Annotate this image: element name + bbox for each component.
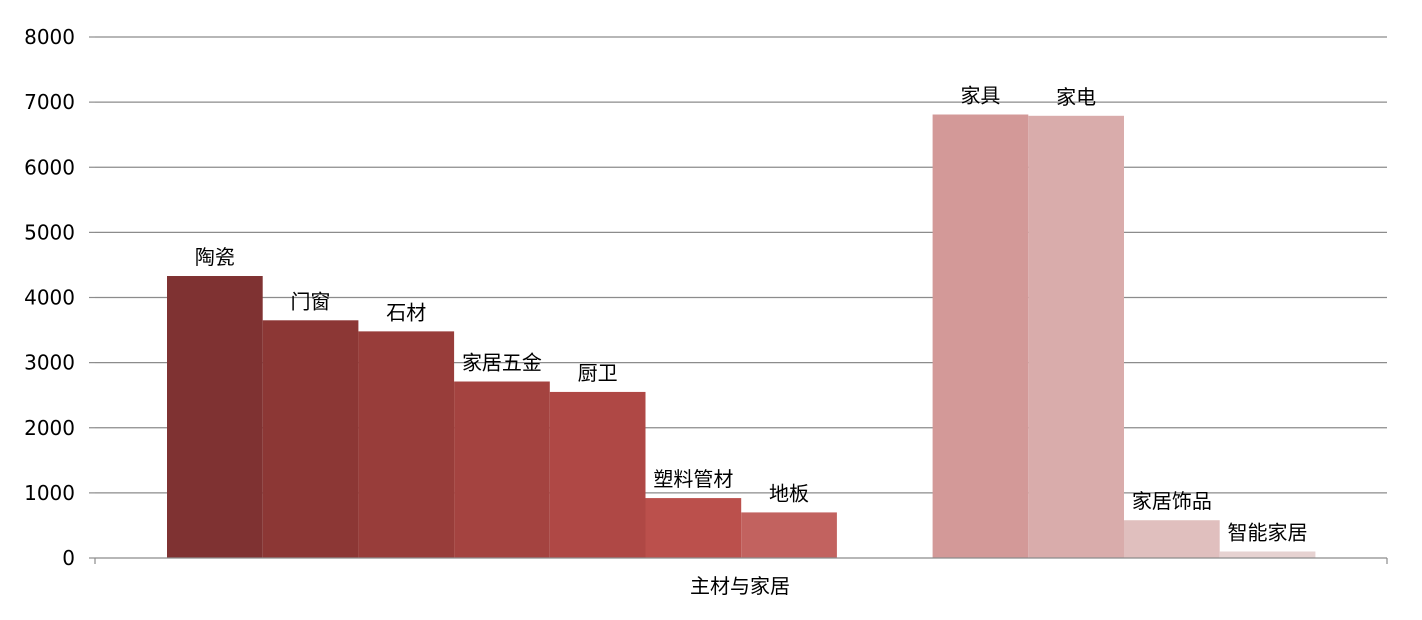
y-tick-label: 4000 — [24, 286, 75, 310]
y-tick-label: 7000 — [24, 90, 75, 114]
bar — [932, 114, 1029, 558]
bar — [1124, 520, 1220, 558]
bar-label: 家具 — [960, 83, 1000, 107]
y-tick-label: 0 — [62, 546, 75, 570]
y-tick-label: 1000 — [24, 481, 75, 505]
bar-label: 家电 — [1056, 85, 1096, 109]
bar-label: 智能家居 — [1228, 520, 1308, 544]
y-tick-label: 6000 — [24, 155, 75, 179]
bar — [549, 391, 646, 558]
bar — [167, 276, 263, 558]
y-tick-label: 5000 — [24, 220, 75, 244]
bar-label: 家居五金 — [462, 351, 542, 375]
bar — [645, 498, 742, 558]
bar — [358, 331, 455, 558]
bar-label: 石材 — [386, 300, 426, 324]
bar — [262, 320, 359, 558]
bar-label: 陶瓷 — [195, 245, 235, 269]
x-category-label: 主材与家居 — [690, 574, 790, 598]
bar-label: 塑料管材 — [653, 467, 733, 491]
bars — [167, 114, 1316, 559]
y-tick-label: 2000 — [24, 416, 75, 440]
bar — [454, 381, 550, 558]
bar-label: 家居饰品 — [1132, 489, 1212, 513]
bar-label: 厨卫 — [578, 361, 618, 385]
bar — [1028, 115, 1124, 559]
y-axis-ticks: 0 1000 2000 3000 4000 5000 6000 7000 8000 — [24, 25, 95, 570]
bar-label: 门窗 — [291, 289, 331, 313]
bar-label: 地板 — [769, 481, 809, 505]
bar — [1219, 551, 1316, 558]
bar — [741, 512, 837, 558]
y-tick-label: 8000 — [24, 25, 75, 49]
y-tick-label: 3000 — [24, 351, 75, 375]
